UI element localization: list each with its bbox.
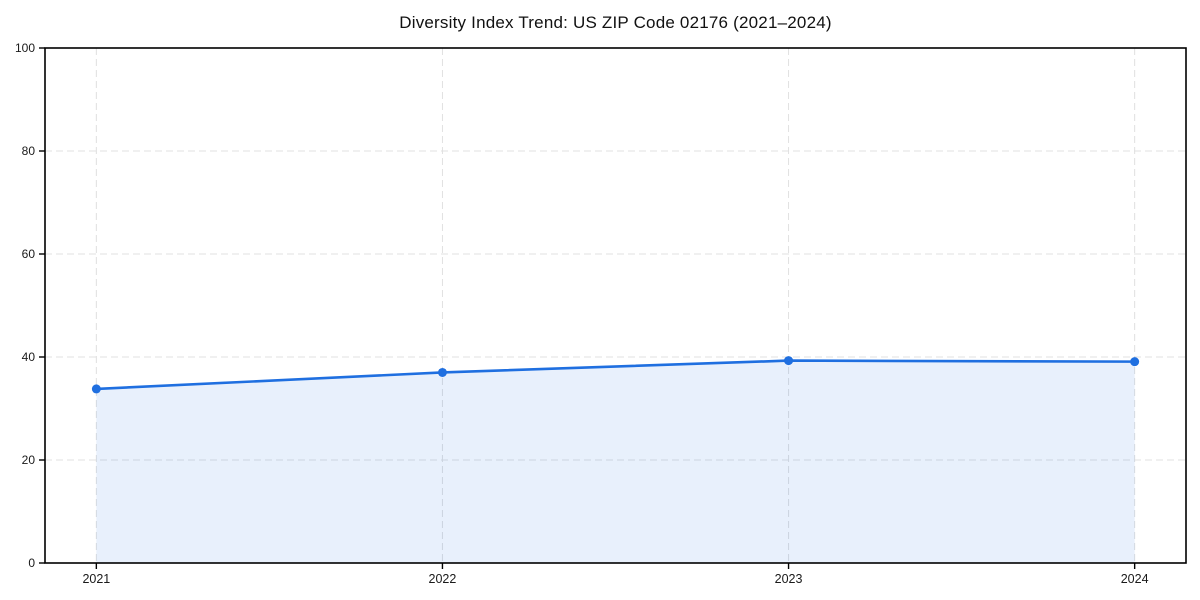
trend-line bbox=[95, 359, 1136, 391]
axes-frame bbox=[44, 47, 1187, 564]
chart-title: Diversity Index Trend: US ZIP Code 02176… bbox=[399, 13, 832, 32]
data-point-2024 bbox=[1130, 357, 1140, 367]
data-point-2022 bbox=[437, 367, 447, 377]
x-tick-label: 2024 bbox=[1121, 572, 1149, 586]
data-point-2023 bbox=[784, 356, 794, 366]
y-tick-label: 0 bbox=[28, 556, 35, 570]
y-tick-label: 40 bbox=[22, 350, 36, 364]
y-tick-label: 100 bbox=[15, 41, 35, 55]
x-tick-label: 2021 bbox=[82, 572, 110, 586]
x-tick-label: 2023 bbox=[775, 572, 803, 586]
x-tick-label: 2022 bbox=[429, 572, 457, 586]
y-tick-label: 60 bbox=[22, 247, 36, 261]
y-tick-label: 80 bbox=[22, 144, 36, 158]
area-fill bbox=[96, 360, 1135, 563]
data-point-2021 bbox=[91, 384, 101, 394]
y-tick-label: 20 bbox=[22, 453, 36, 467]
